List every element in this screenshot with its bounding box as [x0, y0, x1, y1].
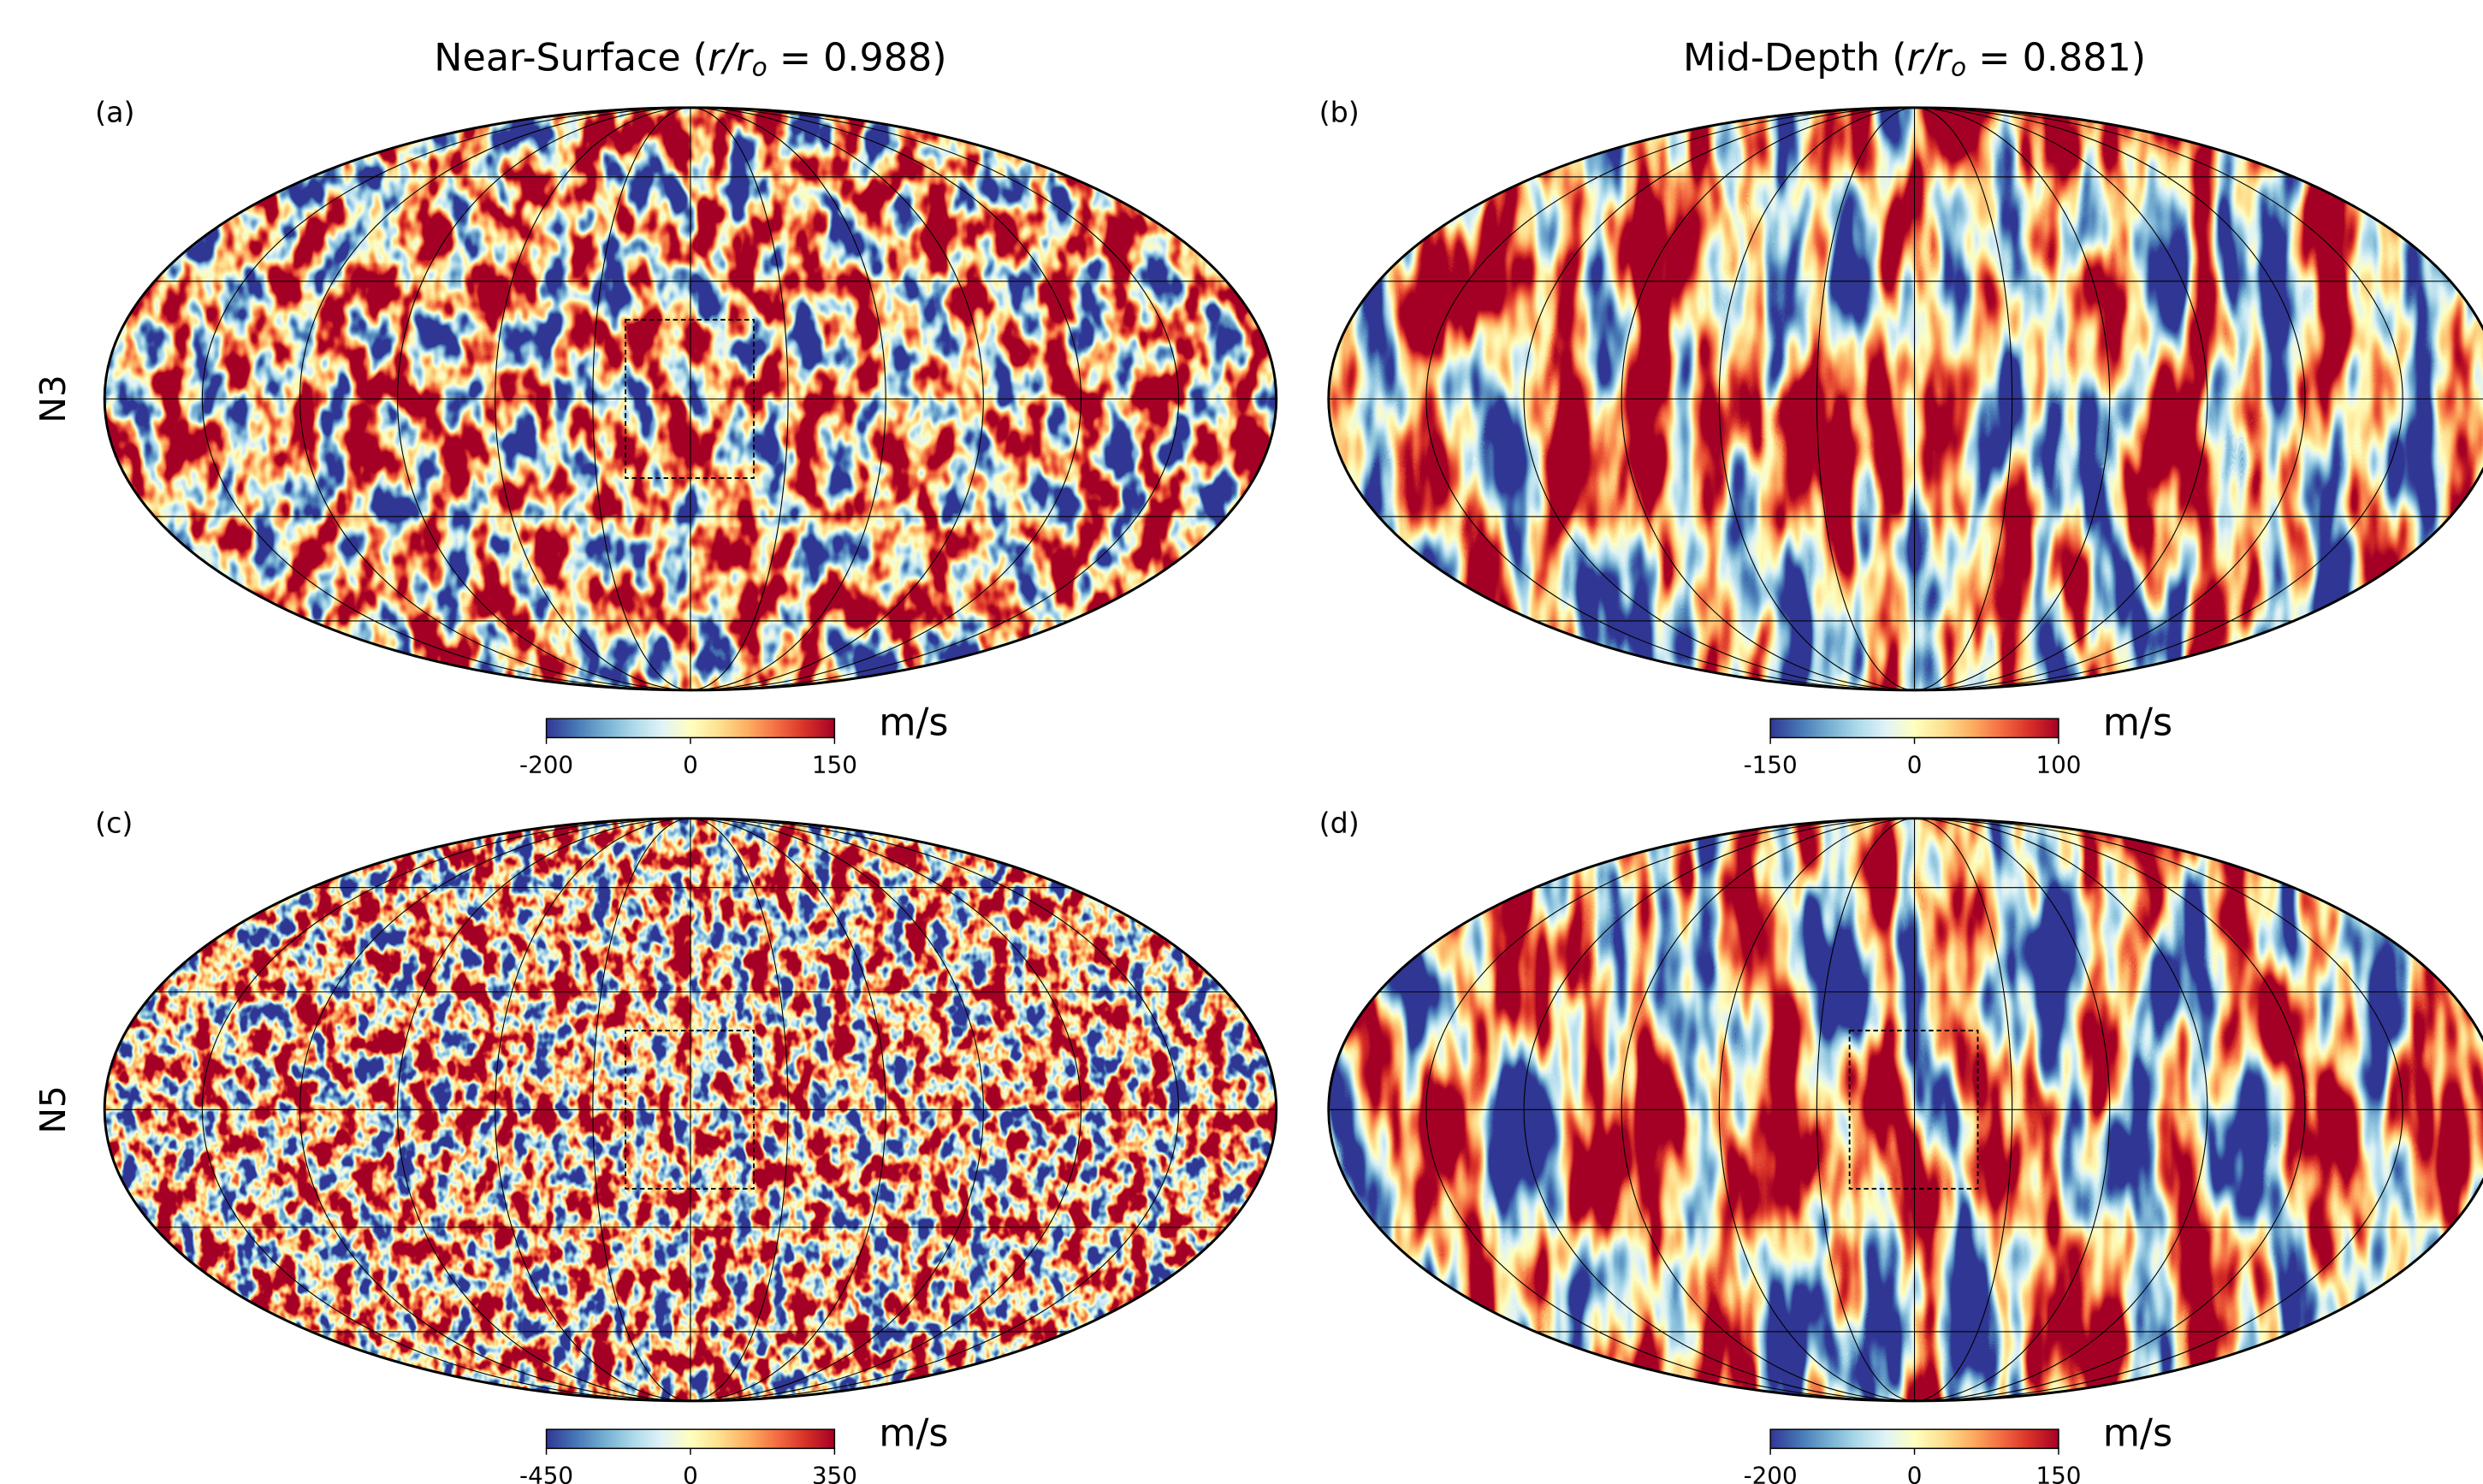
colorbar-tick-label: -200	[519, 751, 573, 779]
colorbar-unit: m/s	[2103, 1412, 2172, 1456]
zoom-box	[625, 318, 755, 479]
column-title: Near-Surface (r/ro = 0.988)	[434, 36, 946, 81]
colorbar	[1769, 1428, 2059, 1450]
colorbar-tick-label: 150	[2036, 1462, 2081, 1484]
panel-label: (c)	[95, 807, 133, 840]
colorbar-unit: m/s	[879, 701, 948, 745]
panel-label: (b)	[1319, 96, 1360, 129]
colorbar-unit: m/s	[2103, 701, 2172, 745]
colorbar	[1769, 718, 2059, 739]
title-text: Mid-Depth (	[1683, 36, 1907, 80]
map-panel	[1327, 817, 2483, 1403]
panel-label: (d)	[1319, 807, 1360, 840]
map-border	[1327, 817, 2483, 1403]
colorbar-tick-label: 150	[812, 751, 857, 779]
colorbar-tick-label: -150	[1744, 751, 1798, 779]
map-border	[103, 817, 1278, 1403]
zoom-box	[625, 1029, 755, 1190]
title-symbol: r/r	[708, 36, 754, 80]
colorbar-tick-label: 0	[683, 1462, 698, 1484]
map-panel	[103, 817, 1278, 1403]
colorbar-tick-label: 0	[683, 751, 698, 779]
colorbar-tick-label: 0	[1907, 1462, 1923, 1484]
map-border	[103, 106, 1278, 692]
title-text: Near-Surface (	[434, 36, 708, 80]
colorbar-tick-label: -450	[519, 1462, 573, 1484]
colorbar-tick-label: 100	[2036, 751, 2081, 779]
row-label: N3	[33, 375, 74, 423]
title-text: = 0.881)	[1966, 36, 2146, 80]
colorbar-tick-label: -200	[1744, 1462, 1798, 1484]
column-title: Mid-Depth (r/ro = 0.881)	[1683, 36, 2146, 81]
colorbar-tick-label: 350	[812, 1462, 857, 1484]
zoom-box	[1848, 1029, 1979, 1190]
title-subscript: o	[752, 52, 767, 81]
title-subscript: o	[1951, 52, 1966, 81]
colorbar	[545, 1428, 836, 1450]
title-text: = 0.988)	[767, 36, 947, 80]
colorbar-unit: m/s	[879, 1412, 948, 1456]
panel-label: (a)	[95, 96, 134, 129]
map-panel	[103, 106, 1278, 692]
map-border	[1327, 106, 2483, 692]
title-symbol: r/r	[1907, 36, 1953, 80]
map-panel	[1327, 106, 2483, 692]
colorbar-tick-label: 0	[1907, 751, 1923, 779]
row-label: N5	[33, 1085, 74, 1133]
colorbar	[545, 718, 836, 739]
